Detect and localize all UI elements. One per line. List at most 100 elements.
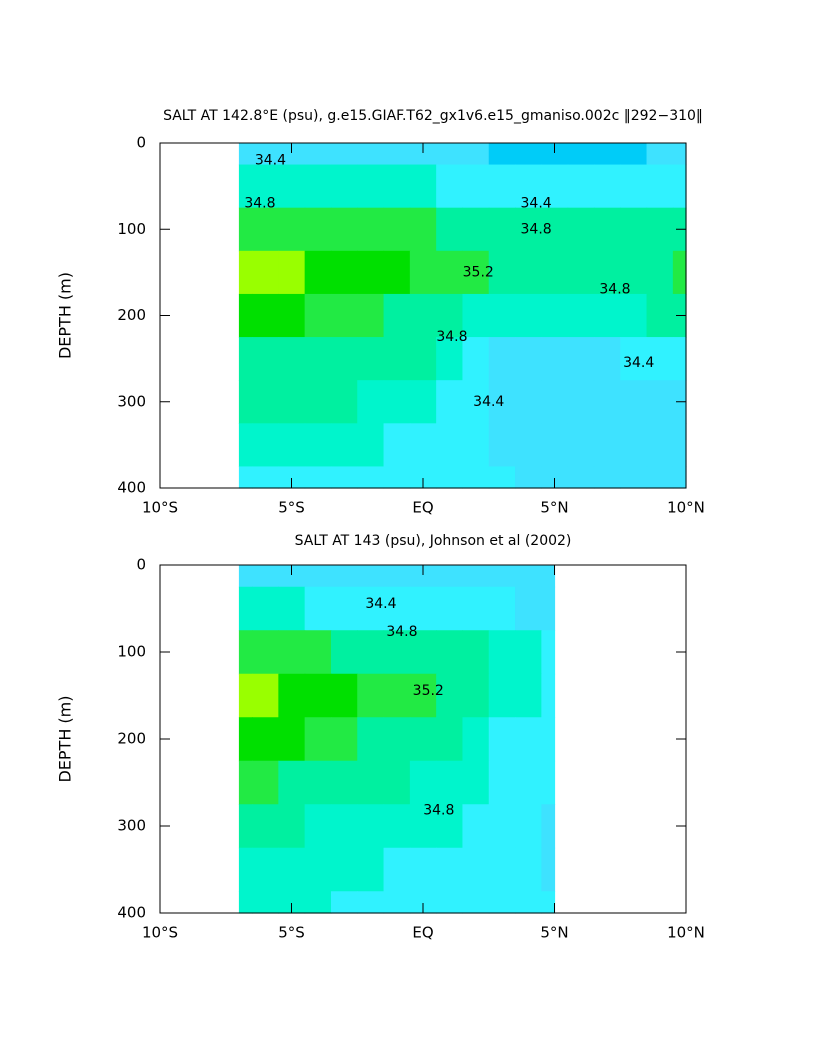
salinity-cell (383, 250, 411, 295)
salinity-cell (278, 164, 306, 209)
salinity-cell (357, 293, 385, 338)
salinity-cell (646, 423, 674, 468)
salinity-cell (488, 717, 516, 762)
salinity-cell (488, 630, 516, 675)
salinity-cell (304, 586, 332, 631)
salinity-cell (462, 760, 490, 805)
salinity-cell (488, 466, 516, 489)
salinity-cell (515, 207, 542, 252)
salinity-cell (357, 164, 385, 209)
salinity-cell (304, 847, 332, 892)
salinity-cell (278, 630, 306, 675)
salinity-cell (252, 380, 279, 424)
salinity-cell (462, 250, 490, 295)
salinity-cell (238, 847, 253, 892)
salinity-cell (383, 293, 411, 338)
salinity-cell (330, 673, 358, 718)
salinity-cell (436, 250, 464, 295)
salinity-cell (462, 337, 490, 381)
salinity-cell (620, 164, 648, 209)
salinity-cell (252, 630, 279, 675)
salinity-cell (593, 250, 621, 295)
salinity-cell (357, 207, 385, 252)
salinity-cell (383, 380, 411, 424)
salinity-cell (304, 423, 332, 468)
salinity-cell (593, 423, 621, 468)
salinity-cell (304, 760, 332, 805)
salinity-cell (238, 380, 253, 424)
salinity-cell (462, 891, 490, 914)
salinity-cell (515, 250, 542, 295)
salinity-cell (409, 380, 437, 424)
contour-label: 34.4 (255, 152, 286, 168)
salinity-cell (541, 380, 569, 424)
salinity-cell (409, 847, 437, 892)
salinity-cell (383, 760, 411, 805)
salinity-cell (436, 891, 464, 914)
contour-label: 34.8 (244, 195, 275, 211)
salinity-cell (567, 293, 595, 338)
salinity-cell (330, 164, 358, 209)
salinity-cell (278, 760, 306, 805)
salinity-cell (462, 466, 490, 489)
salinity-cell (238, 891, 253, 914)
salinity-cell (436, 337, 464, 381)
salinity-cell (646, 380, 674, 424)
salinity-cell (304, 164, 332, 209)
salinity-cell (515, 337, 542, 381)
contour-label: 35.2 (413, 683, 444, 699)
salinity-cell (672, 164, 687, 209)
salinity-cell (252, 207, 279, 252)
salinity-cell (304, 250, 332, 295)
y-tick-label: 0 (136, 134, 146, 152)
salinity-cell (593, 143, 621, 166)
salinity-cell (238, 466, 253, 489)
salinity-cell (462, 586, 490, 631)
salinity-cell (252, 293, 279, 338)
salinity-cell (304, 717, 332, 762)
salinity-cell (304, 337, 332, 381)
salinity-cell (541, 164, 569, 209)
salinity-cell (620, 423, 648, 468)
salinity-cell (462, 423, 490, 468)
salinity-cell (252, 164, 279, 209)
salinity-cell (304, 630, 332, 675)
y-tick-label: 300 (117, 817, 146, 835)
salinity-cell (541, 337, 569, 381)
salinity-cell (238, 565, 253, 588)
x-tick-label: 10°S (142, 499, 178, 517)
salinity-cell (252, 760, 279, 805)
salinity-cell (252, 143, 279, 166)
salinity-cell (515, 673, 542, 718)
x-tick-label: 5°N (540, 499, 568, 517)
contour-label: 34.8 (423, 802, 454, 818)
salinity-cell (488, 760, 516, 805)
salinity-cell (541, 847, 556, 892)
salinity-cell (252, 250, 279, 295)
salinity-cell (252, 466, 279, 489)
salinity-cell (252, 565, 279, 588)
salinity-cell (541, 293, 569, 338)
salinity-cell (488, 673, 516, 718)
salinity-cell (436, 293, 464, 338)
salinity-cell (357, 337, 385, 381)
salinity-cell (593, 293, 621, 338)
salinity-cell (620, 143, 648, 166)
y-tick-label: 100 (117, 220, 146, 238)
salinity-cell (541, 207, 569, 252)
salinity-cell (278, 565, 306, 588)
contour-field (238, 565, 556, 914)
salinity-cell (357, 250, 385, 295)
salinity-cell (357, 565, 385, 588)
salinity-cell (462, 565, 490, 588)
salinity-cell (462, 164, 490, 209)
salinity-cell (304, 293, 332, 338)
salinity-cell (593, 466, 621, 489)
salinity-cell (383, 673, 411, 718)
salinity-cell (646, 466, 674, 489)
salinity-cell (436, 207, 464, 252)
salinity-cell (646, 143, 674, 166)
salinity-cell (541, 466, 569, 489)
salinity-cell (409, 207, 437, 252)
salinity-cell (357, 804, 385, 849)
